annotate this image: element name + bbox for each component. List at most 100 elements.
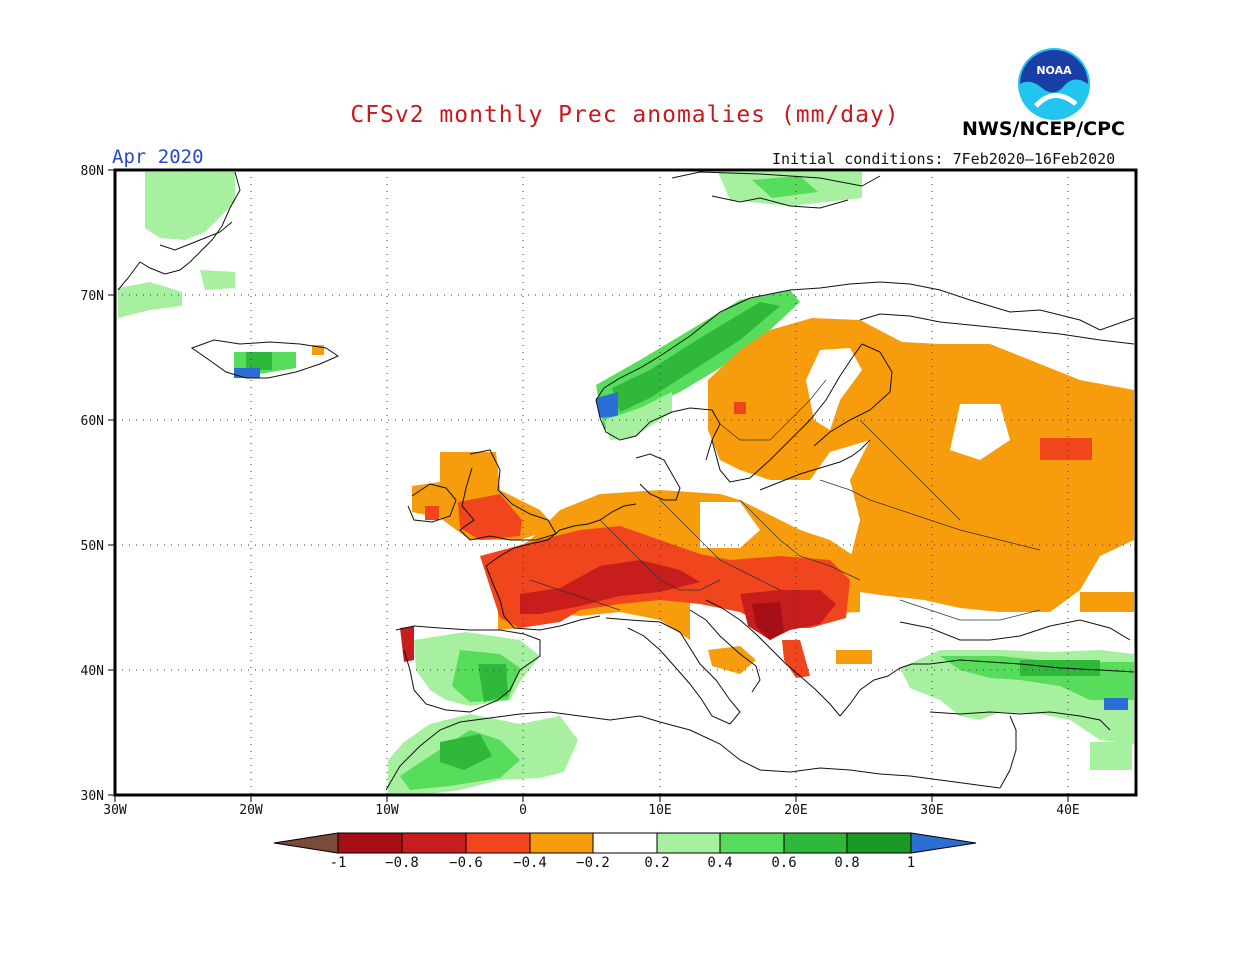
anomaly-greece <box>782 640 810 678</box>
chart-title: CFSv2 monthly Prec anomalies (mm/day) <box>350 102 900 128</box>
colorbar-label: −0.8 <box>385 855 419 871</box>
anomaly-russia-hole <box>950 404 1010 460</box>
lat-label: 80N <box>81 164 104 179</box>
iceland-coast <box>190 339 340 379</box>
france-coast <box>513 503 637 549</box>
anomaly-iceland-blue <box>234 368 260 378</box>
russia-north <box>859 313 1135 345</box>
anomaly-aegean <box>836 650 872 664</box>
anomaly-greenland <box>145 172 235 240</box>
italy-coast <box>605 617 741 725</box>
anomaly-east-greenland <box>118 282 182 318</box>
forecast-period: Apr 2020 <box>112 146 204 168</box>
anomaly-portugal-red <box>400 626 414 662</box>
lat-label: 60N <box>81 414 104 429</box>
coastline-layer <box>117 171 1135 791</box>
colorbar-swatch <box>337 832 403 854</box>
britain-coast <box>459 449 557 541</box>
anomaly-russia-red <box>1040 438 1092 460</box>
colorbar-label: -1 <box>330 855 347 871</box>
anomaly-levant <box>1090 742 1132 770</box>
colorbar-swatch <box>465 832 531 854</box>
colorbar-swatch <box>529 832 594 854</box>
anomaly-iberia-deep <box>478 664 508 702</box>
lon-label: 30E <box>920 803 943 818</box>
africa-coast <box>385 711 1001 791</box>
lon-labels: 30W 20W 10W 0 10E 20E 30E 40E <box>103 803 1079 818</box>
lon-label: 30W <box>103 803 127 818</box>
colorbar-swatch <box>719 832 785 854</box>
anomaly-norway-blue <box>596 392 618 418</box>
colorbar-high-arrow <box>910 832 977 854</box>
colorbar-swatch <box>783 832 848 854</box>
black-sea <box>899 619 1131 641</box>
denmark-coast <box>635 453 681 501</box>
greenland-fjords <box>159 221 233 251</box>
anomaly-greenland-ne <box>200 270 235 290</box>
colorbar-low-arrow <box>273 832 339 854</box>
border-layer <box>529 379 1041 621</box>
anomaly-scand-red <box>734 402 746 414</box>
colorbar-label: 0.6 <box>771 855 796 871</box>
lon-label: 10W <box>375 803 399 818</box>
colorbar-label: 1 <box>907 855 915 871</box>
greece-coast <box>839 659 1135 717</box>
sweden-coast <box>711 343 863 483</box>
colorbar-swatch <box>592 832 658 854</box>
anomaly-norway-wet <box>612 302 780 412</box>
colorbar-label: −0.4 <box>513 855 547 871</box>
lat-labels: 80N 70N 60N 50N 40N 30N <box>81 164 104 804</box>
norway-south <box>595 399 721 461</box>
lon-label: 40E <box>1056 803 1079 818</box>
anomaly-uk-red <box>458 494 522 540</box>
anomaly-fill-layer <box>118 172 1134 795</box>
svalbard-coast <box>671 171 881 187</box>
balkans-coast <box>705 599 841 717</box>
colorbar-swatch <box>656 832 721 854</box>
anomaly-norway-light <box>604 392 672 440</box>
scandinavia-coast <box>595 281 1135 401</box>
colorbar-label: −0.2 <box>576 855 610 871</box>
colorbar-label: 0.8 <box>834 855 859 871</box>
anomaly-russia <box>850 342 1134 612</box>
colorbar-label: −0.6 <box>449 855 483 871</box>
colorbar-label: 0.2 <box>644 855 669 871</box>
italy-east <box>689 609 761 693</box>
levant-coast <box>999 715 1017 789</box>
anomaly-balkans-deep <box>752 602 784 640</box>
turkey-south <box>929 711 1111 731</box>
anomaly-turkey-blue <box>1104 698 1128 710</box>
lat-label: 70N <box>81 289 104 304</box>
lon-label: 20W <box>239 803 263 818</box>
svalbard-south <box>711 195 849 209</box>
map-frame <box>113 168 1138 797</box>
anomaly-morocco-deep <box>440 734 492 770</box>
lat-label: 30N <box>81 789 104 804</box>
greenland-coast <box>117 171 241 291</box>
lon-label: 20E <box>784 803 807 818</box>
anomaly-iceland-wet <box>246 352 272 370</box>
anomaly-europe-darkred <box>520 560 700 614</box>
ireland-coast <box>407 483 457 523</box>
iberia-coast <box>395 625 541 713</box>
finland-coast <box>813 343 893 447</box>
anomaly-italy-dry <box>708 646 756 674</box>
lon-label: 10E <box>648 803 671 818</box>
agency-label: NWS/NCEP/CPC <box>962 118 1125 140</box>
lat-label: 50N <box>81 539 104 554</box>
logo-text: NOAA <box>1036 64 1072 77</box>
anomaly-iceland-dry <box>312 345 324 355</box>
anomaly-central-hole <box>700 502 760 548</box>
lat-label: 40N <box>81 664 104 679</box>
anomaly-ireland-red <box>425 506 439 520</box>
anomaly-russia-south <box>1080 592 1134 612</box>
colorbar-label: 0.4 <box>707 855 732 871</box>
initial-conditions: Initial conditions: 7Feb2020–16Feb2020 <box>772 150 1116 168</box>
noaa-logo: NOAA <box>1016 46 1092 126</box>
colorbar-swatch <box>846 832 912 854</box>
anomaly-svalbard-mid <box>752 176 818 198</box>
colorbar-swatch <box>401 832 467 854</box>
lon-label: 0 <box>519 803 527 818</box>
france-west <box>485 547 601 631</box>
